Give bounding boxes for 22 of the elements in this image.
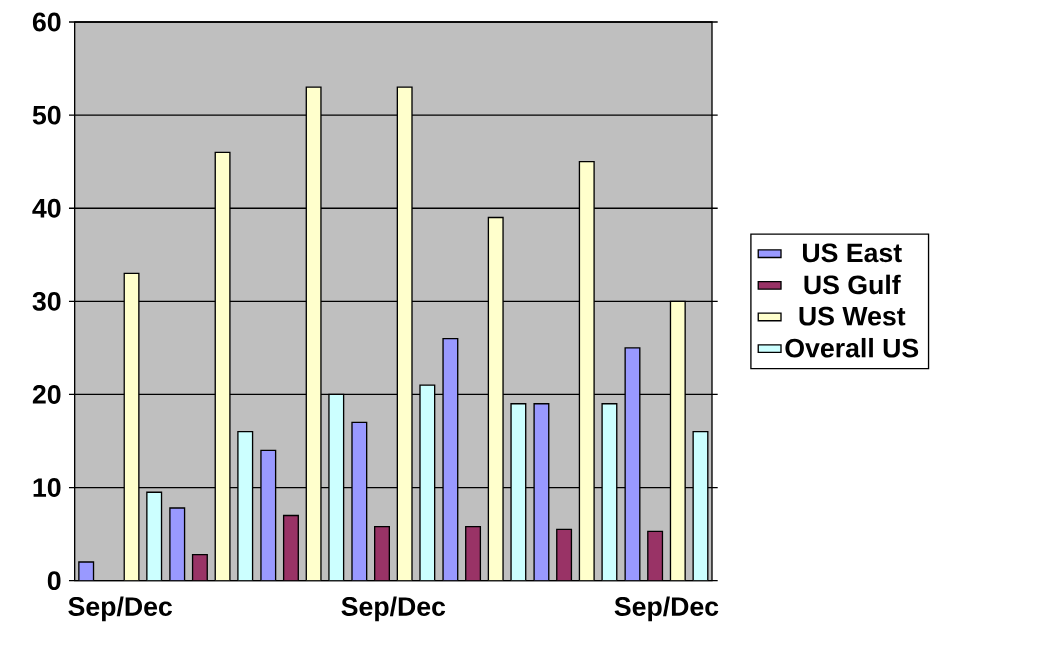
legend-label: US Gulf	[804, 274, 901, 295]
bar	[169, 507, 186, 581]
y-tick-label: 30	[32, 291, 61, 311]
bar	[282, 514, 299, 581]
y-tick-label: 60	[32, 12, 61, 32]
x-tick-label: Sep/Dec	[341, 596, 446, 622]
y-tick-label: 50	[32, 105, 61, 125]
bar	[647, 530, 664, 581]
y-tick-label: 20	[32, 385, 61, 404]
bar	[191, 553, 208, 581]
bar	[374, 525, 391, 581]
bar	[556, 528, 573, 581]
legend-label: US West	[799, 306, 906, 326]
y-tick-label: 40	[32, 198, 61, 218]
legend-label: Overall US	[785, 337, 919, 358]
y-tick-label: 0	[47, 571, 61, 591]
bar	[78, 561, 95, 581]
x-tick-label: Sep/Dec	[614, 596, 719, 622]
bar	[465, 525, 482, 581]
legend-label: US East	[803, 243, 902, 263]
x-tick-label: Sep/Dec	[68, 596, 173, 622]
y-tick-label: 10	[33, 478, 61, 497]
